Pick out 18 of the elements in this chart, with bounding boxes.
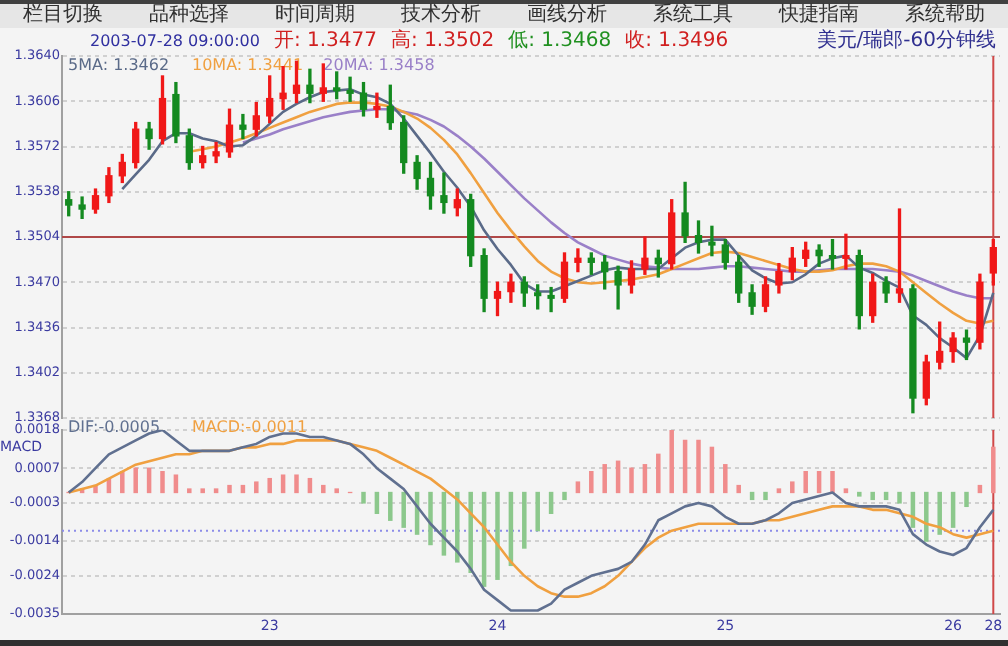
text: 5MA: 1.3462 [68, 56, 170, 75]
series-label: MACD:-0.0011 [192, 418, 308, 437]
text: 收: 1.3496 [625, 30, 729, 54]
series-label: DIF:-0.0005 [68, 418, 161, 437]
text: 技术分析 [399, 4, 483, 28]
text: 画线分析 [525, 4, 609, 28]
text: 系统工具 [651, 4, 735, 28]
text: 时间周期 [273, 4, 357, 28]
text: 开: 1.3477 [273, 30, 378, 54]
text: 高: 1.3502 [391, 30, 495, 54]
chart-title: 美元/瑞郎-60分钟线 [816, 30, 996, 54]
text: 系统帮助 [903, 4, 987, 28]
text: 快捷指南 [776, 4, 861, 28]
text: 低: 1.3468 [508, 30, 612, 54]
text: 2003-07-28 09:00:00 [90, 30, 260, 54]
text: 栏目切换 [21, 4, 105, 28]
text: 品种选择 [147, 4, 231, 28]
text: 20MA: 1.3458 [323, 56, 435, 75]
